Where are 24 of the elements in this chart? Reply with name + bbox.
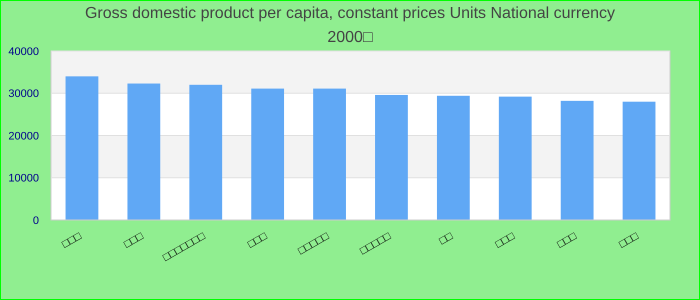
y-tick-label: 20000 [8,130,39,142]
bar [498,96,532,220]
bar [127,84,160,220]
bar [251,88,284,220]
bar [560,100,594,220]
y-tick-label: 10000 [8,172,39,185]
x-tick-label: □□□ [122,230,146,251]
x-tick-label: □□□ [555,230,579,251]
chart-subtitle: 2000□ [327,29,373,46]
x-tick-label: □□□ [60,230,84,251]
chart-title: Gross domestic product per capita, constant prices Units National currency [84,5,616,22]
bar [189,84,222,220]
y-tick-label: 40000 [8,46,39,58]
x-tick-label: □□ [437,230,456,248]
bar [313,88,346,220]
bar [375,94,408,220]
y-tick-label: 0 [32,214,39,227]
x-tick-label: □□□ [493,230,518,251]
bar [436,96,470,220]
y-tick-label: 30000 [8,88,39,100]
bar [622,102,656,220]
bar [66,76,98,220]
x-tick-label: □□□ [246,230,270,251]
x-tick-label: □□□ [617,230,641,251]
